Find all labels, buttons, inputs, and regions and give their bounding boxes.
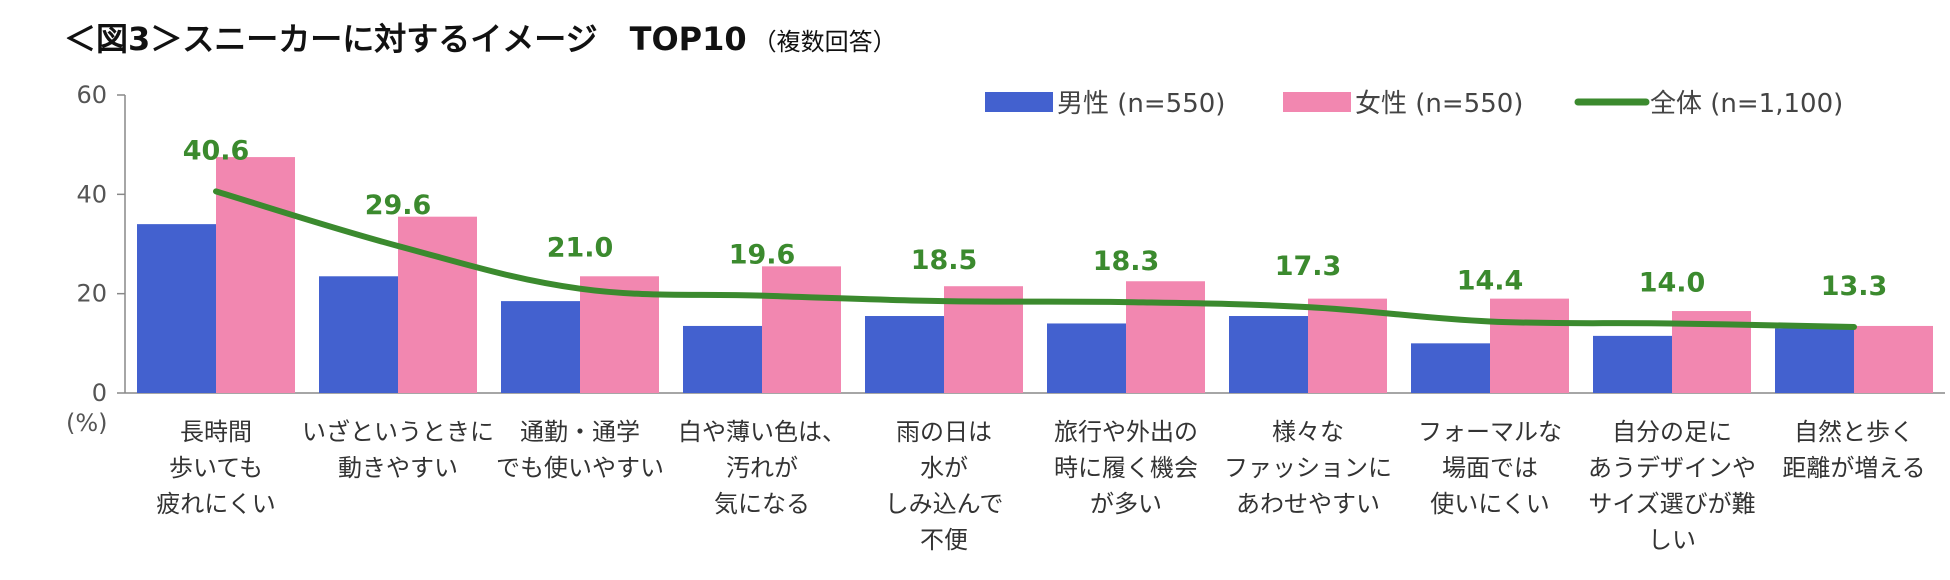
bar-male-6 [1047,323,1126,393]
line-total-point-7 [1306,305,1310,310]
category-label-6: が多い [1090,490,1162,518]
line-total-point-6 [1124,300,1128,305]
bar-female-8 [1490,298,1569,393]
category-label-9: 自分の足に [1612,418,1732,446]
category-label-2: 動きやすい [338,454,458,482]
bar-female-2 [398,216,477,393]
category-label-7: ファッションに [1224,454,1392,482]
legend-label-2: 女性 (n=550) [1355,89,1523,119]
category-label-1: 歩いても [169,454,263,482]
category-label-10: 自然と歩く [1794,418,1914,446]
bar-male-3 [501,301,580,393]
bar-male-10 [1775,328,1854,393]
chart-subtitle: （複数回答） [752,28,897,56]
data-label-total-7: 17.3 [1275,251,1342,282]
bar-male-8 [1411,343,1490,393]
category-label-8: 場面では [1442,454,1538,482]
category-label-2: いざというときに [302,418,494,446]
category-label-5: 雨の日は [896,418,992,446]
data-label-total-4: 19.6 [729,240,796,271]
bar-male-1 [137,224,216,393]
data-label-total-5: 18.5 [911,245,978,276]
category-label-6: 時に履く機会 [1054,454,1198,482]
data-label-total-9: 14.0 [1639,267,1706,298]
category-label-4: 気になる [714,490,810,518]
data-label-total-10: 13.3 [1821,271,1888,302]
line-total-point-9 [1670,321,1674,326]
y-unit-label: (%) [66,409,108,437]
y-tick-label: 20 [76,280,107,308]
y-tick-label: 40 [76,180,107,208]
category-label-3: 通勤・通学 [520,418,640,446]
line-total-point-10 [1852,324,1856,329]
bar-male-9 [1593,335,1672,393]
chart-title-text: ＜図3＞スニーカーに対するイメージ TOP10 [64,20,747,58]
category-label-9: あうデザインや [1588,454,1756,482]
category-label-1: 疲れにくい [156,490,276,518]
category-label-4: 白や薄い色は、 [678,418,846,446]
line-total-point-8 [1488,319,1492,324]
bar-male-7 [1229,316,1308,393]
line-total-point-4 [760,293,764,298]
bar-male-5 [865,316,944,393]
line-total-point-2 [396,243,400,248]
category-label-9: しい [1648,526,1696,554]
category-label-5: 不便 [920,526,968,554]
data-label-total-8: 14.4 [1457,265,1524,296]
data-label-total-3: 21.0 [547,233,614,264]
line-total-point-5 [942,299,946,304]
legend-swatch-2 [1283,92,1351,112]
data-label-total-6: 18.3 [1093,246,1160,277]
category-label-8: フォーマルな [1418,418,1562,446]
line-total-point-1 [214,189,218,194]
line-total-series [213,188,1857,330]
category-label-7: 様々な [1272,418,1344,446]
category-label-9: サイズ選びが難 [1588,490,1755,518]
bar-female-4 [762,266,841,393]
bar-male-2 [319,276,398,393]
y-tick-label: 0 [92,379,107,407]
category-label-5: しみ込んで [885,490,1004,518]
bar-male-4 [683,325,762,393]
category-label-6: 旅行や外出の [1054,418,1198,446]
category-label-3: でも使いやすい [496,454,664,482]
category-label-4: 汚れが [726,454,798,482]
bar-female-10 [1854,325,1933,393]
legend-label-3: 全体 (n=1,100) [1650,89,1843,119]
category-label-1: 長時間 [180,418,252,446]
data-label-total-2: 29.6 [365,190,432,221]
legend-label-1: 男性 (n=550) [1057,89,1225,119]
data-label-total-1: 40.6 [183,135,250,166]
legend-swatch-1 [985,92,1053,112]
category-label-7: あわせやすい [1236,490,1380,518]
line-total-point-3 [578,286,582,291]
category-label-5: 水が [920,454,968,482]
bar-female-6 [1126,281,1205,393]
chart-title: ＜図3＞スニーカーに対するイメージ TOP10 （複数回答） [64,14,897,60]
y-tick-label: 60 [76,81,107,109]
category-label-10: 距離が増える [1782,454,1925,482]
category-label-8: 使いにくい [1430,490,1550,518]
